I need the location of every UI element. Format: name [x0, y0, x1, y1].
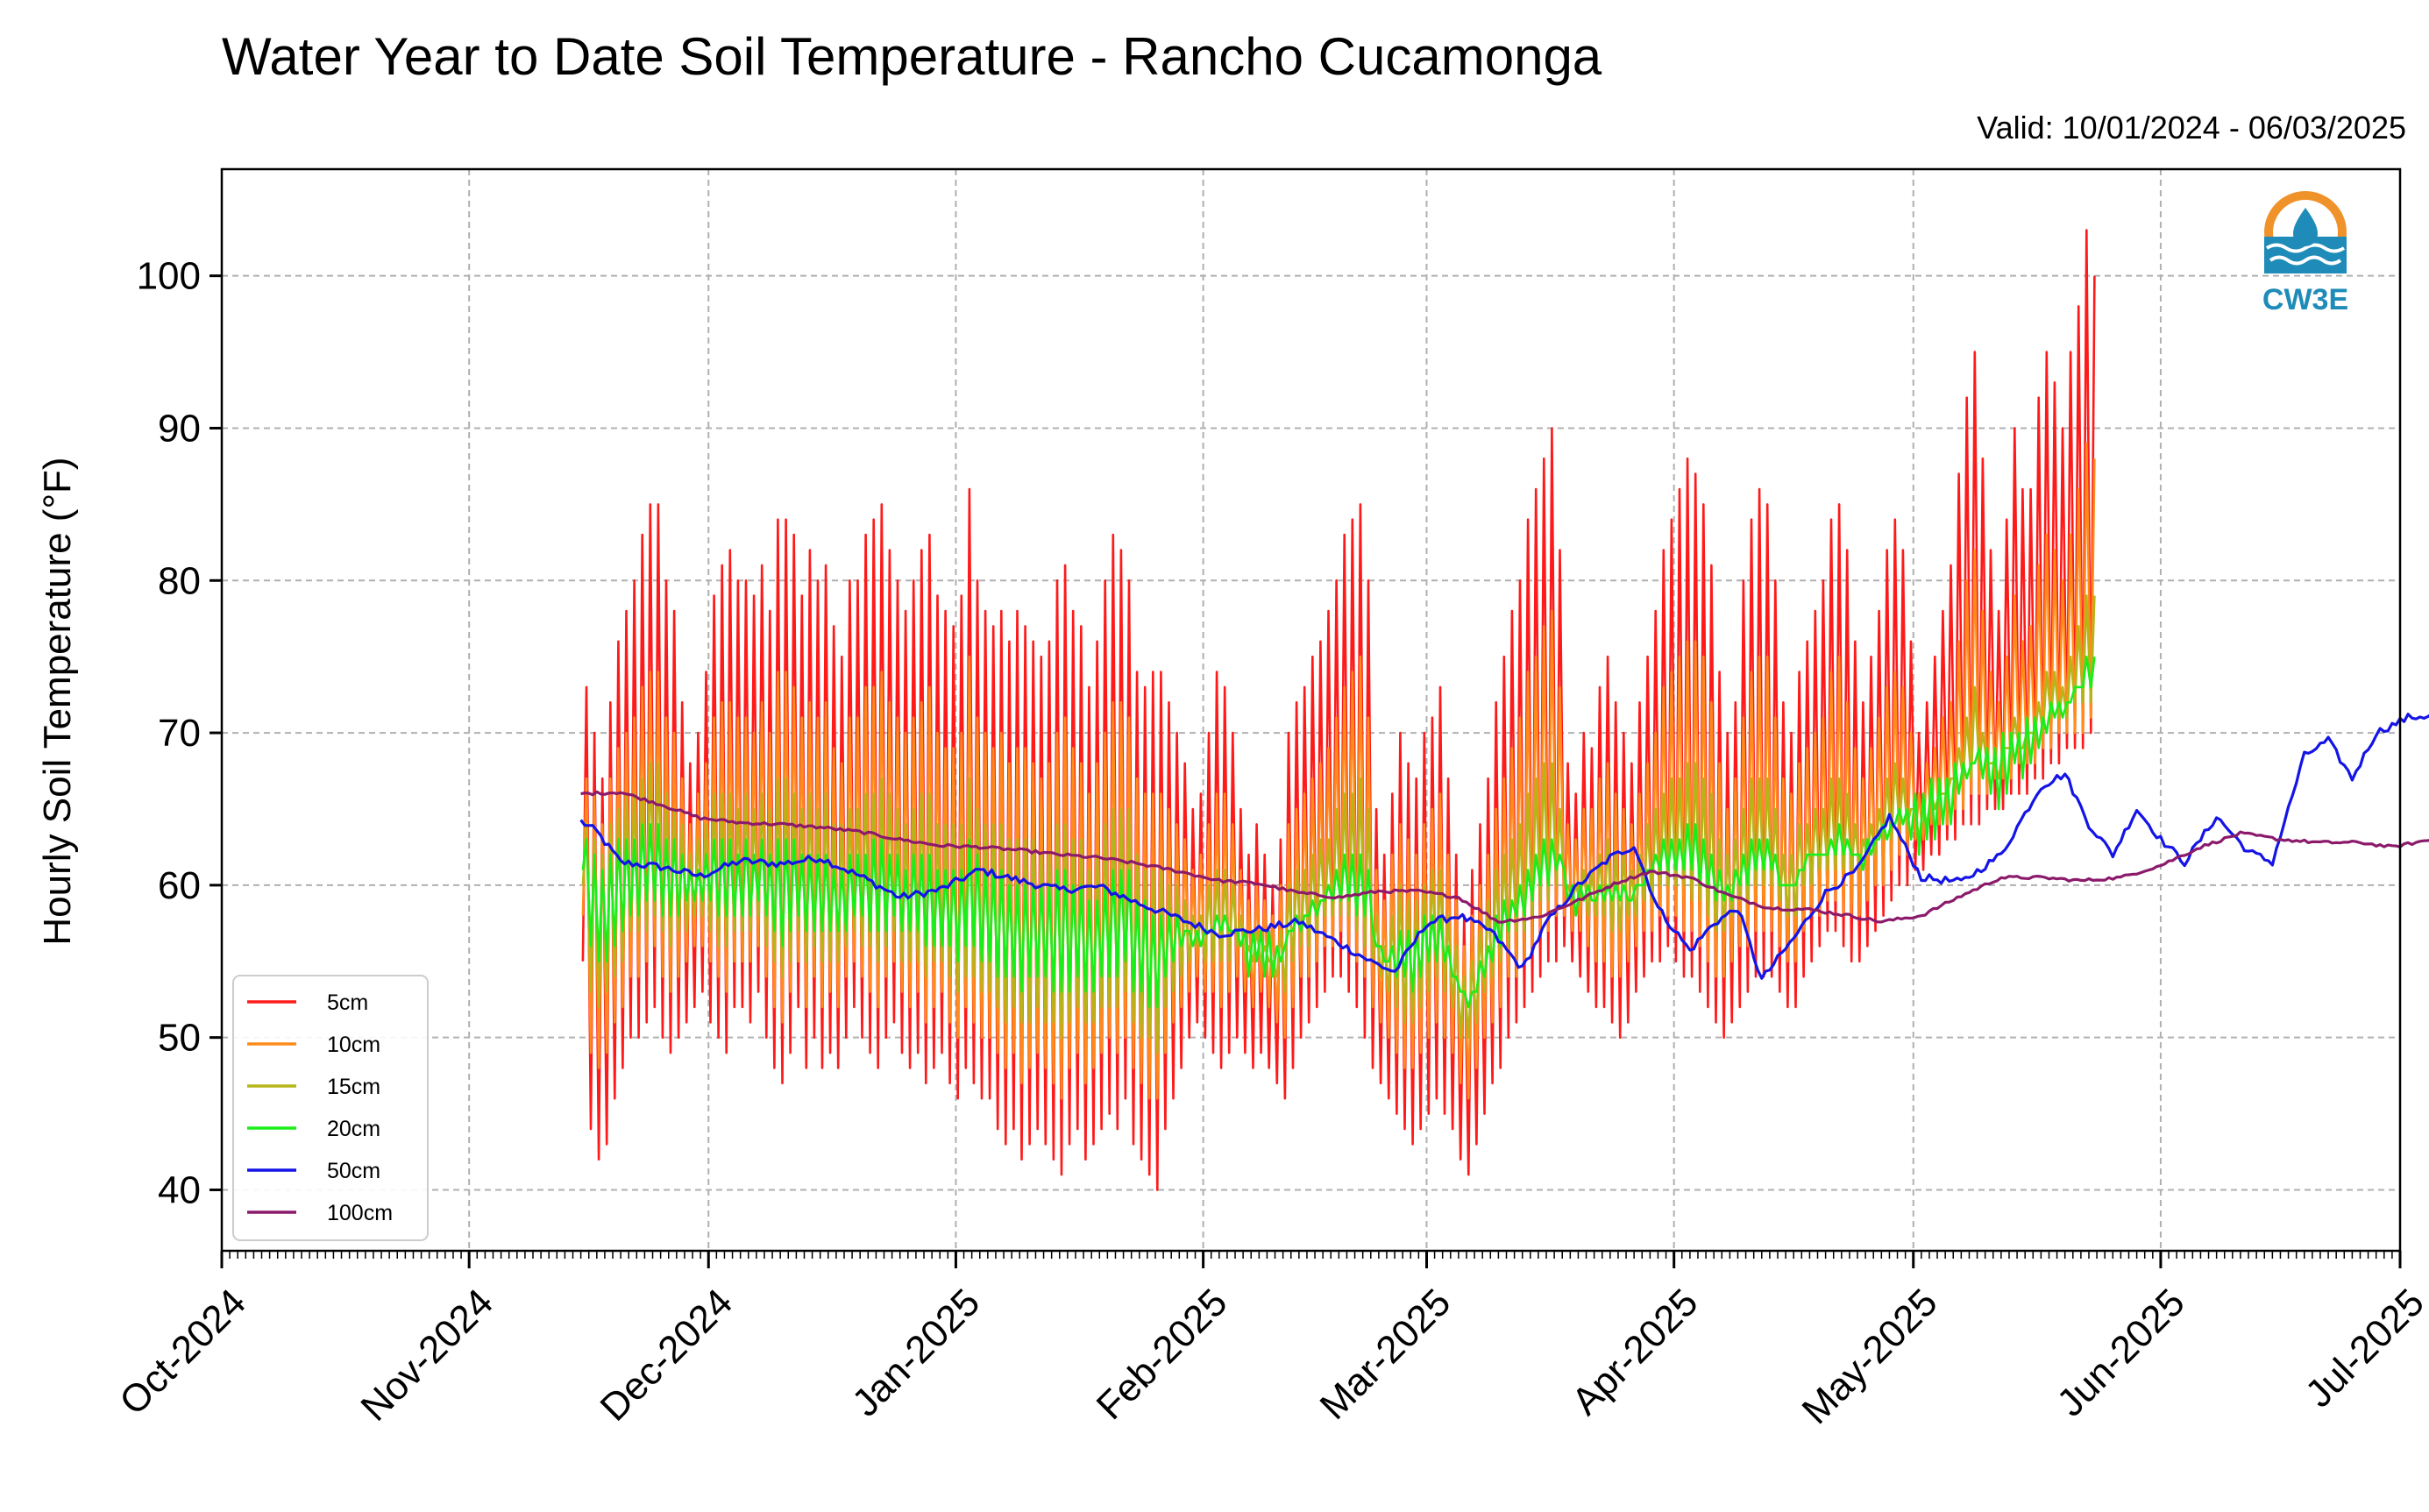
y-tick-label: 70: [158, 712, 201, 755]
logo-wave-1: [2265, 243, 2346, 253]
series-line-10cm: [581, 442, 2096, 1100]
series-line-50cm: [579, 713, 2429, 980]
y-tick-label: 60: [158, 864, 201, 907]
plot-frame: [220, 167, 2402, 1253]
y-tick-label: 100: [137, 255, 201, 298]
legend-label: 5cm: [327, 990, 368, 1015]
x-tick-label: Dec-2024: [593, 1281, 742, 1430]
y-tick-label: 90: [158, 407, 201, 450]
x-tick-label: Jul-2025: [2298, 1281, 2429, 1416]
x-tick-label: Nov-2024: [352, 1281, 501, 1430]
legend-label: 15cm: [327, 1075, 380, 1099]
y-axis-label: Hourly Soil Temperature (°F): [36, 457, 79, 945]
x-tick-label: Apr-2025: [1564, 1281, 1707, 1423]
series-line-100cm: [580, 790, 2429, 924]
x-tick-label: Mar-2025: [1312, 1281, 1460, 1428]
logo-text: CW3E: [2262, 283, 2348, 316]
y-tick-label: 80: [158, 559, 201, 602]
legend-label: 100cm: [327, 1201, 393, 1225]
legend: 5cm 10cm 15cm 20cm 50cm 100cm: [232, 975, 429, 1241]
legend-box: [232, 975, 429, 1241]
water-drop-icon: [2293, 208, 2318, 246]
series-lines: [579, 229, 2429, 1191]
x-tick-label: Oct-2024: [111, 1281, 254, 1423]
legend-label: 10cm: [327, 1033, 380, 1057]
x-tick-label: Jun-2025: [2049, 1281, 2192, 1424]
y-tick-label: 50: [158, 1017, 201, 1060]
x-tick-label: Jan-2025: [844, 1281, 988, 1424]
legend-label: 50cm: [327, 1159, 380, 1183]
series-line-20cm: [581, 655, 2096, 1009]
legend-label: 20cm: [327, 1117, 380, 1141]
x-tick-label: May-2025: [1794, 1281, 1946, 1432]
logo-wave-2: [2269, 255, 2342, 266]
valid-date-range: Valid: 10/01/2024 - 06/03/2025: [1977, 110, 2406, 146]
x-tick-label: Feb-2025: [1089, 1281, 1236, 1428]
cw3e-logo: CW3E: [2262, 191, 2348, 316]
chart-title: Water Year to Date Soil Temperature - Ra…: [222, 27, 1602, 86]
axes: Oct-2024 Nov-2024 Dec-2024 Jan-2025 Feb-2025…: [111, 167, 2429, 1432]
y-tick-label: 40: [158, 1168, 201, 1211]
